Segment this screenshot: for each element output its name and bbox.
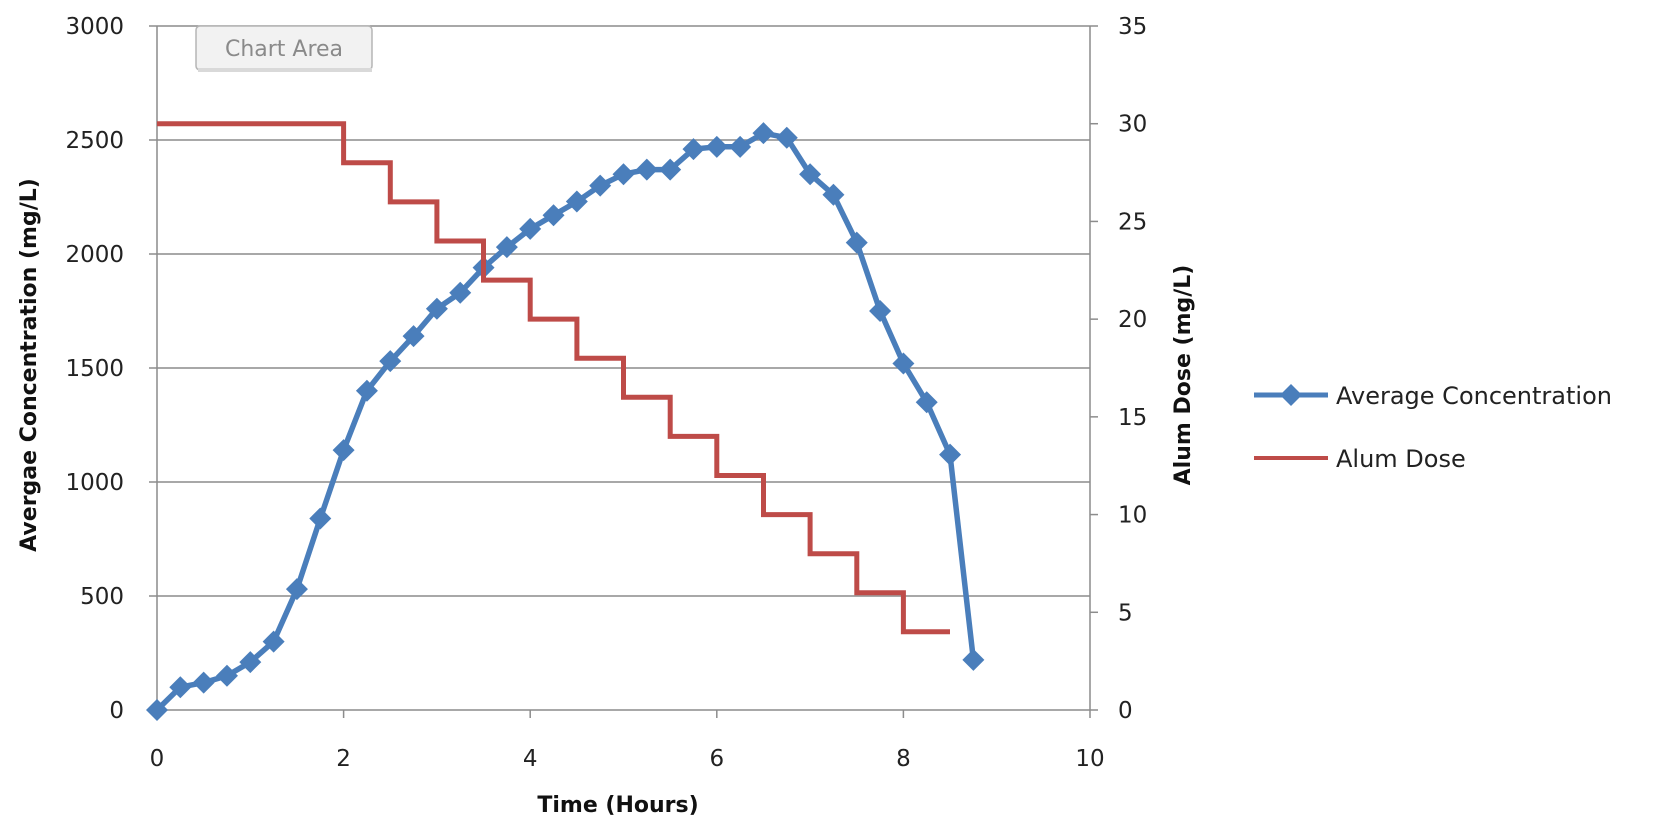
chart-area-label: Chart Area — [225, 37, 343, 62]
y2-axis-ticks: 0 5 10 15 20 25 30 35 — [1090, 14, 1147, 724]
data-point-average-concentration — [402, 325, 425, 348]
data-point-average-concentration — [869, 300, 892, 322]
data-point-average-concentration — [262, 630, 285, 653]
data-point-average-concentration — [285, 578, 308, 601]
y-tick-label: 1000 — [65, 470, 124, 496]
data-point-average-concentration — [565, 190, 588, 213]
y-tick-label: 0 — [109, 698, 124, 724]
data-point-average-concentration — [915, 391, 938, 414]
data-point-average-concentration — [635, 158, 658, 181]
x-tick-label: 8 — [896, 746, 911, 772]
series-line-alum-dose — [157, 121, 950, 635]
data-point-average-concentration — [519, 217, 542, 240]
data-point-average-concentration — [192, 671, 215, 694]
legend-label-alum-dose: Alum Dose — [1336, 445, 1466, 473]
data-point-average-concentration — [309, 507, 332, 530]
chart-area-badge[interactable]: Chart Area — [195, 25, 373, 72]
y2-tick-label: 20 — [1118, 307, 1147, 333]
y2-tick-label: 35 — [1118, 14, 1147, 40]
y-tick-label: 2500 — [65, 128, 124, 154]
data-point-average-concentration — [799, 163, 822, 186]
legend-label-average-concentration: Average Concentration — [1336, 382, 1612, 410]
y-tick-label: 500 — [80, 584, 124, 610]
data-point-average-concentration — [822, 183, 845, 206]
x-tick-label: 4 — [523, 746, 538, 772]
y2-tick-label: 30 — [1118, 112, 1147, 138]
data-point-average-concentration — [449, 281, 472, 304]
legend-marker-diamond-icon — [1280, 384, 1302, 406]
data-point-average-concentration — [729, 135, 752, 158]
x-tick-label: 0 — [150, 746, 165, 772]
x-tick-label: 6 — [709, 746, 724, 772]
y-tick-label: 1500 — [65, 356, 124, 382]
series-layer — [146, 121, 985, 721]
legend-item-alum-dose: Alum Dose — [1254, 445, 1466, 473]
x-axis-ticks: 0 2 4 6 8 10 — [150, 710, 1105, 772]
data-point-average-concentration — [589, 174, 612, 197]
gridlines — [157, 25, 1090, 597]
data-point-average-concentration — [169, 676, 192, 699]
data-point-average-concentration — [752, 122, 775, 145]
data-point-average-concentration — [682, 138, 705, 161]
data-point-average-concentration — [355, 379, 378, 402]
y2-tick-label: 5 — [1118, 600, 1133, 626]
data-point-average-concentration — [379, 350, 402, 373]
data-point-average-concentration — [239, 651, 262, 674]
y2-tick-label: 0 — [1118, 698, 1133, 724]
y-tick-label: 2000 — [65, 242, 124, 268]
data-point-average-concentration — [215, 664, 238, 687]
legend-item-average-concentration: Average Concentration — [1254, 382, 1612, 410]
y-axis-ticks: 0 500 1000 1500 2000 2500 3000 — [65, 14, 157, 724]
data-point-average-concentration — [146, 699, 168, 721]
data-point-average-concentration — [659, 158, 682, 181]
data-point-average-concentration — [425, 297, 448, 320]
x-tick-label: 10 — [1075, 746, 1104, 772]
data-point-average-concentration — [495, 236, 518, 259]
data-point-average-concentration — [332, 439, 355, 462]
y2-tick-label: 15 — [1118, 405, 1147, 431]
series-line-average-concentration — [155, 130, 977, 712]
y2-tick-label: 25 — [1118, 209, 1147, 235]
data-point-average-concentration — [939, 443, 962, 466]
data-point-average-concentration — [892, 352, 915, 375]
legend: Average Concentration Alum Dose — [1254, 382, 1612, 473]
x-tick-label: 2 — [336, 746, 351, 772]
y-axis-title: Avergae Concentration (mg/L) — [17, 178, 42, 552]
data-point-average-concentration — [845, 231, 868, 254]
y2-tick-label: 10 — [1118, 503, 1147, 529]
y-tick-label: 3000 — [65, 14, 124, 40]
data-point-average-concentration — [775, 126, 798, 149]
data-point-average-concentration — [612, 163, 635, 186]
data-point-average-concentration — [962, 648, 985, 671]
x-axis-title: Time (Hours) — [537, 793, 698, 818]
data-point-average-concentration — [705, 135, 728, 158]
y2-axis-title: Alum Dose (mg/L) — [1171, 265, 1196, 486]
data-point-average-concentration — [542, 204, 565, 227]
